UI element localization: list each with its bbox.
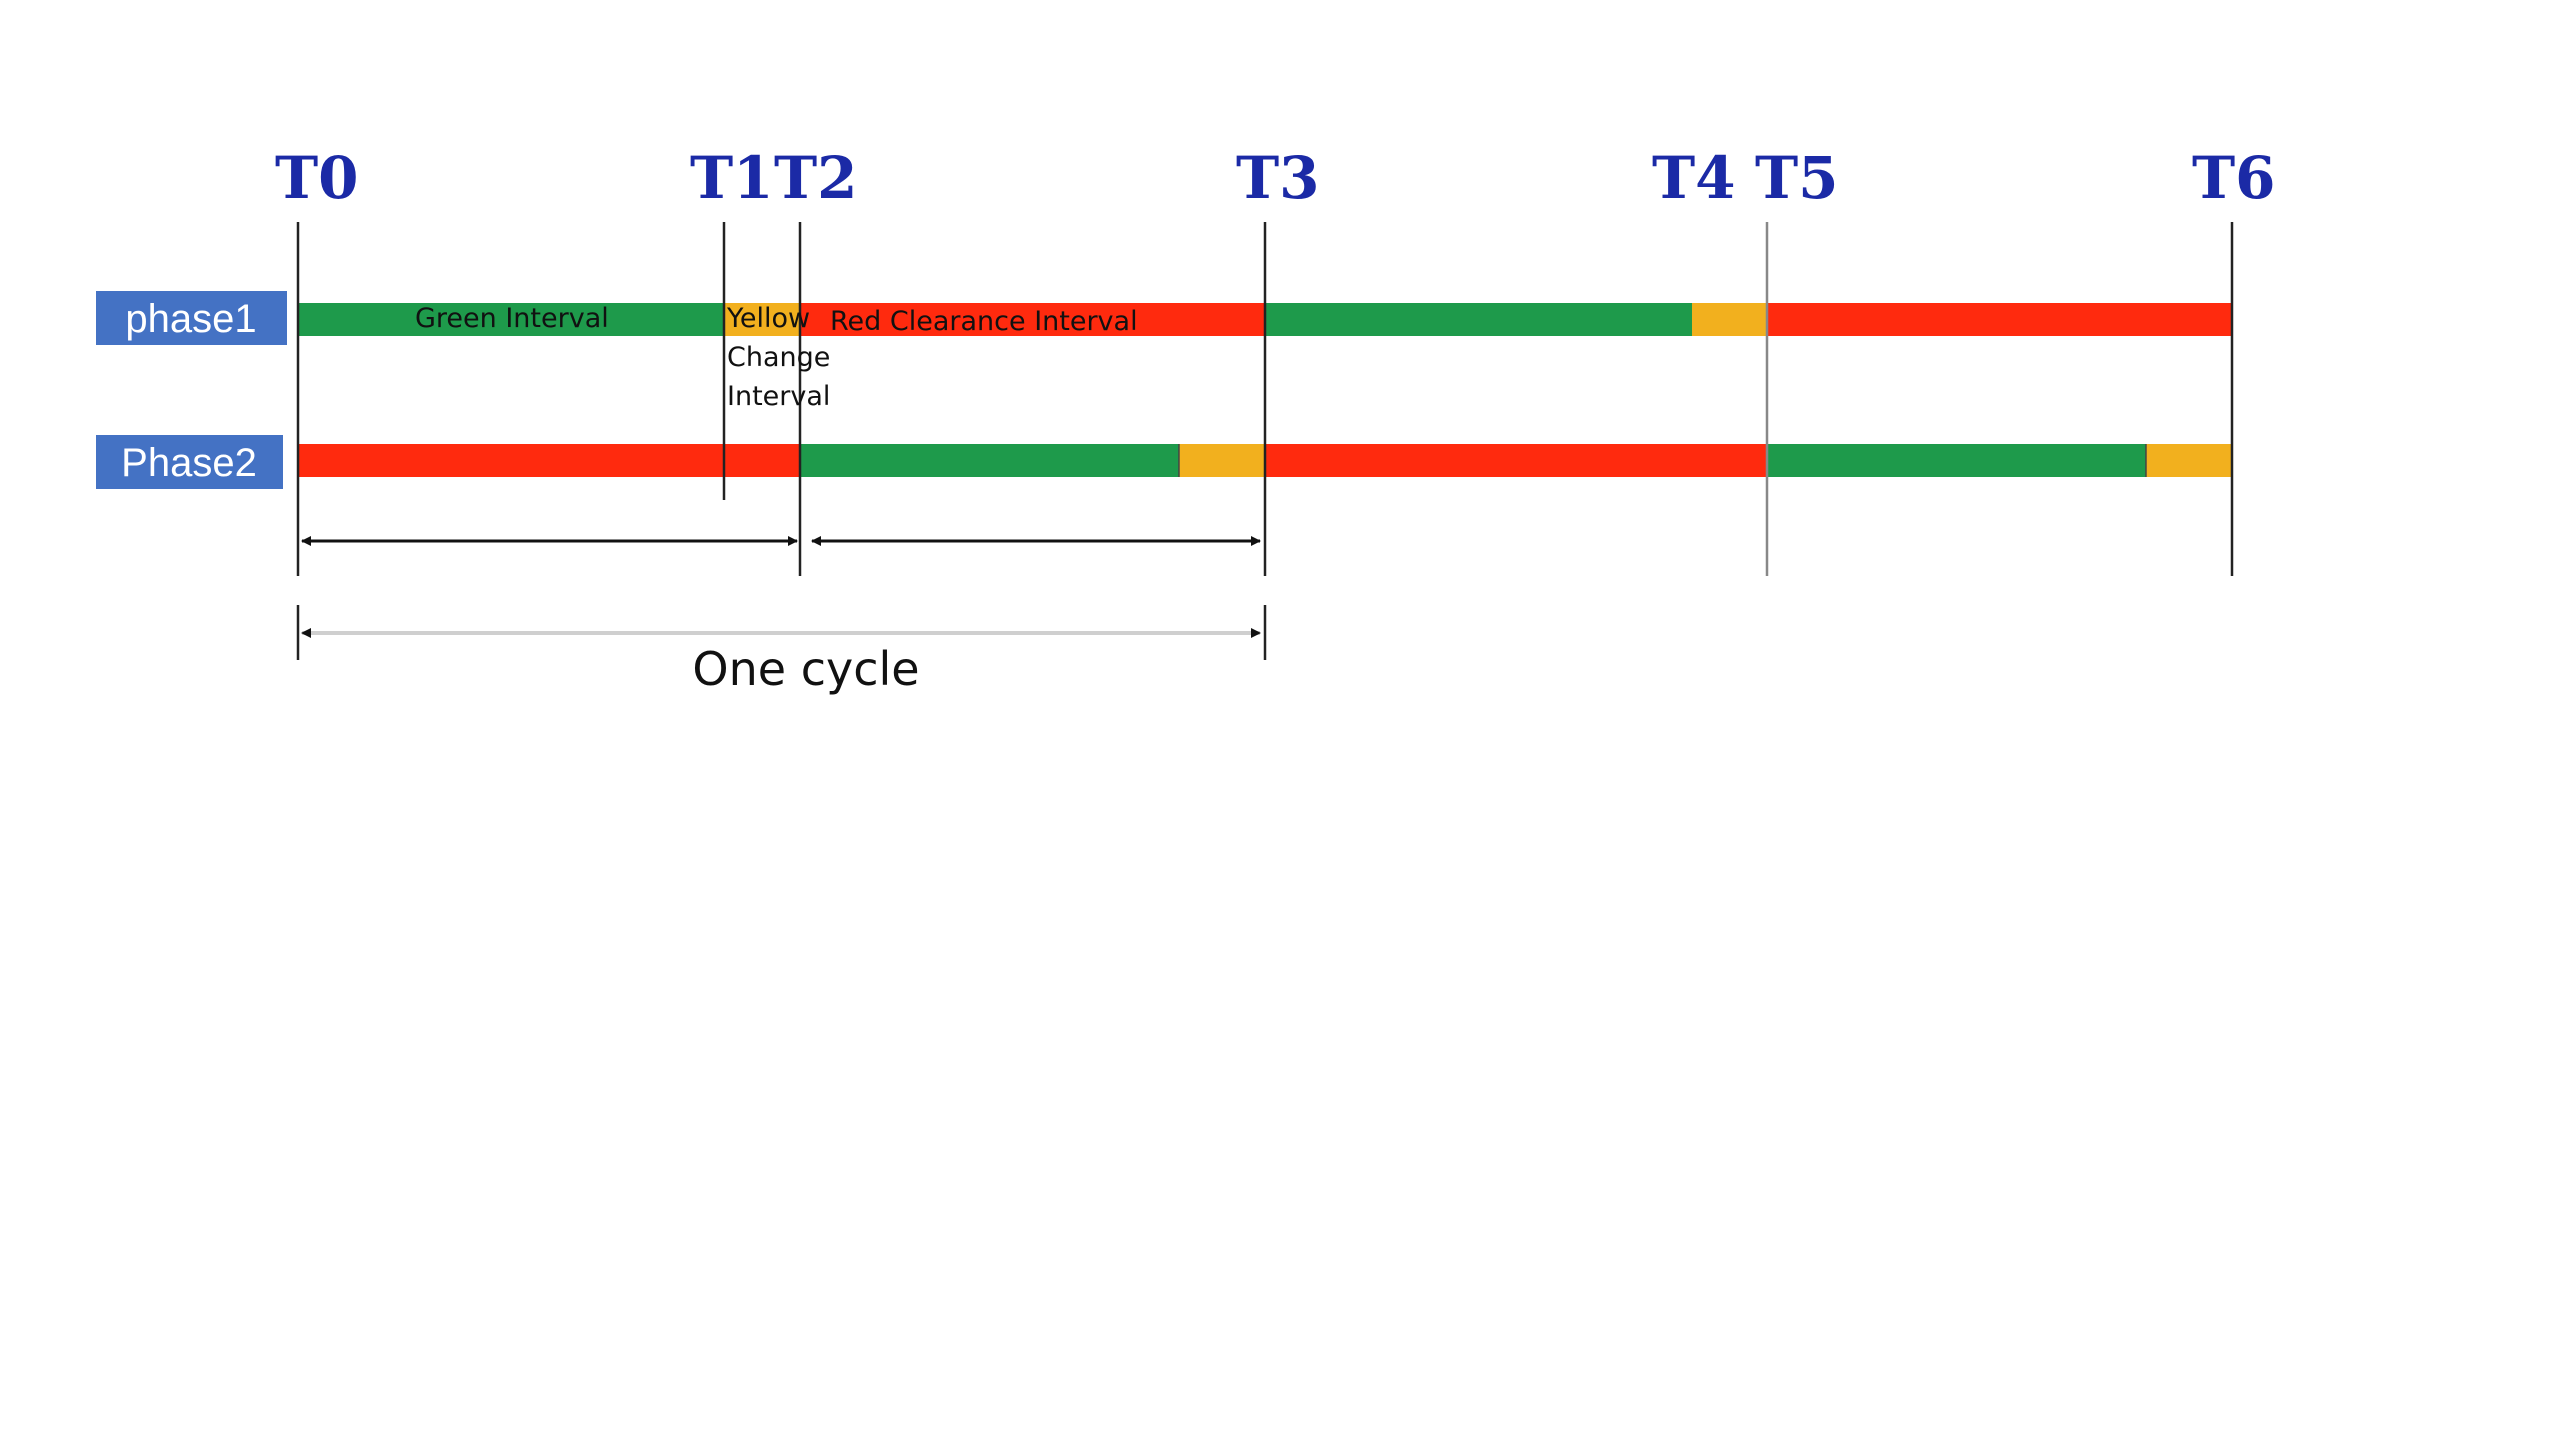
phase2-label-text: Phase2 — [121, 441, 257, 485]
phase1-segment-red — [1767, 303, 2232, 336]
phase2-segment-yellow — [2145, 444, 2232, 477]
phase1-segment-yellow — [724, 303, 800, 336]
green-interval-label: Green Interval — [415, 303, 609, 334]
tick-label-t5: T5 — [1755, 144, 1839, 212]
phase2-segment-red — [1265, 444, 1767, 477]
yellow-change-interval-label-line1: Yellow — [726, 303, 810, 334]
phase2-segment-green — [1767, 444, 2146, 477]
phase2-segment-red — [298, 444, 800, 477]
yellow-change-interval-label-line2: Change — [727, 342, 830, 373]
phase1-segment-green — [298, 303, 724, 336]
phase1-segment-red — [800, 303, 1265, 336]
yellow-change-interval-label-line3: Interval — [727, 381, 830, 412]
phase2-label: Phase2 — [96, 435, 283, 489]
phase1-label: phase1 — [96, 291, 287, 345]
phase2-label-box — [96, 435, 283, 489]
phase1-bar — [298, 303, 2232, 336]
phase1-label-box — [96, 291, 287, 345]
tick-label-t2: T2 — [774, 144, 858, 212]
red-clearance-interval-label: Red Clearance Interval — [830, 306, 1138, 337]
phase1-segment-yellow — [1692, 303, 1767, 336]
phase1-label-text: phase1 — [125, 297, 256, 341]
tick-label-t4: T4 — [1652, 144, 1736, 212]
phase2-segment-green — [800, 444, 1179, 477]
phase1-segment-green — [1265, 303, 1692, 336]
phase2-bar — [298, 444, 2232, 477]
tick-label-t3: T3 — [1236, 144, 1320, 212]
one-cycle-label: One cycle — [692, 642, 919, 696]
phase2-segment-yellow — [1178, 444, 1265, 477]
tick-label-t1: T1 — [690, 144, 774, 212]
tick-labels: T0 T1 T2 T3 T4 T5 T6 — [275, 144, 2276, 212]
time-lines — [296, 222, 2234, 660]
tick-label-t6: T6 — [2192, 144, 2276, 212]
tick-label-t0: T0 — [275, 144, 359, 212]
